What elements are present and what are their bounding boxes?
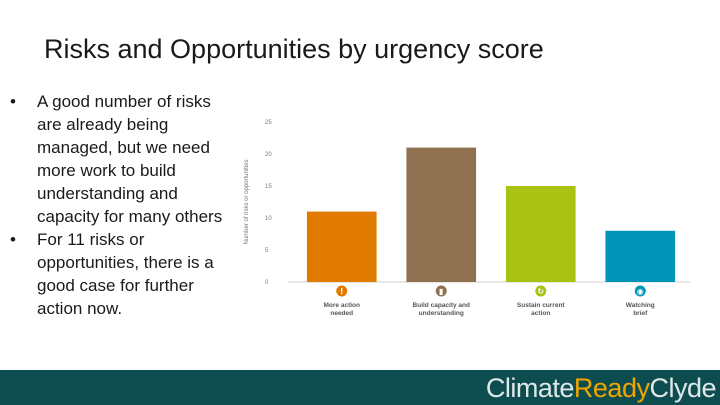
brand-logo: ClimateReadyClyde [485,373,717,404]
y-tick-label: 25 [265,120,272,126]
urgency-bar-chart: Number of risks or opportunities 0 5 10 15 20… [244,120,690,317]
bar-chart-icon [435,285,447,297]
bullet-item: • A good number of risks are already bei… [10,90,238,228]
bullet-item: • For 11 risks or opportunities, there i… [10,228,238,320]
y-tick-label: 15 [265,184,272,190]
y-axis-label: Number of risks or opportunities [244,159,250,244]
bar-1 [306,211,377,282]
bullet-list: • A good number of risks are already bei… [10,90,238,320]
y-tick-label: 10 [265,216,272,222]
bullet-text: For 11 risks or opportunities, there is … [37,230,214,318]
brand-text-clyde: Clyde [649,373,716,403]
exclamation-icon [336,285,348,297]
refresh-icon [535,285,547,297]
footer-bar: ClimateReadyClyde [0,370,720,405]
x-tick-label: brief [633,310,648,317]
x-tick-label: Watching [626,302,655,309]
y-tick-label: 20 [265,152,272,158]
bullet-text: A good number of risks are already being… [37,92,223,226]
slide-title: Risks and Opportunities by urgency score [44,34,544,64]
bar-chart-icon-glyph: ▮ [439,287,443,296]
y-tick-label: 5 [265,248,269,254]
bullet-dot: • [10,230,16,249]
bullet-dot: • [10,92,16,111]
refresh-icon-glyph: ↻ [537,287,544,296]
eye-icon-glyph: ◉ [637,287,644,296]
bar-4 [605,230,676,282]
x-tick-label: understanding [419,310,464,317]
x-tick-label: Build capacity and [413,302,470,309]
y-tick-label: 0 [265,280,269,286]
bar-2 [406,147,477,282]
brand-text-ready: Ready [573,373,650,403]
x-tick-label: Sustain current [517,302,566,309]
x-tick-label: needed [330,310,353,317]
bar-3 [505,186,576,282]
exclamation-icon-glyph: ! [340,287,344,296]
x-tick-label: More action [324,302,361,309]
brand-text-climate: Climate [485,373,575,403]
eye-icon [634,285,646,297]
x-tick-label: action [531,310,550,317]
